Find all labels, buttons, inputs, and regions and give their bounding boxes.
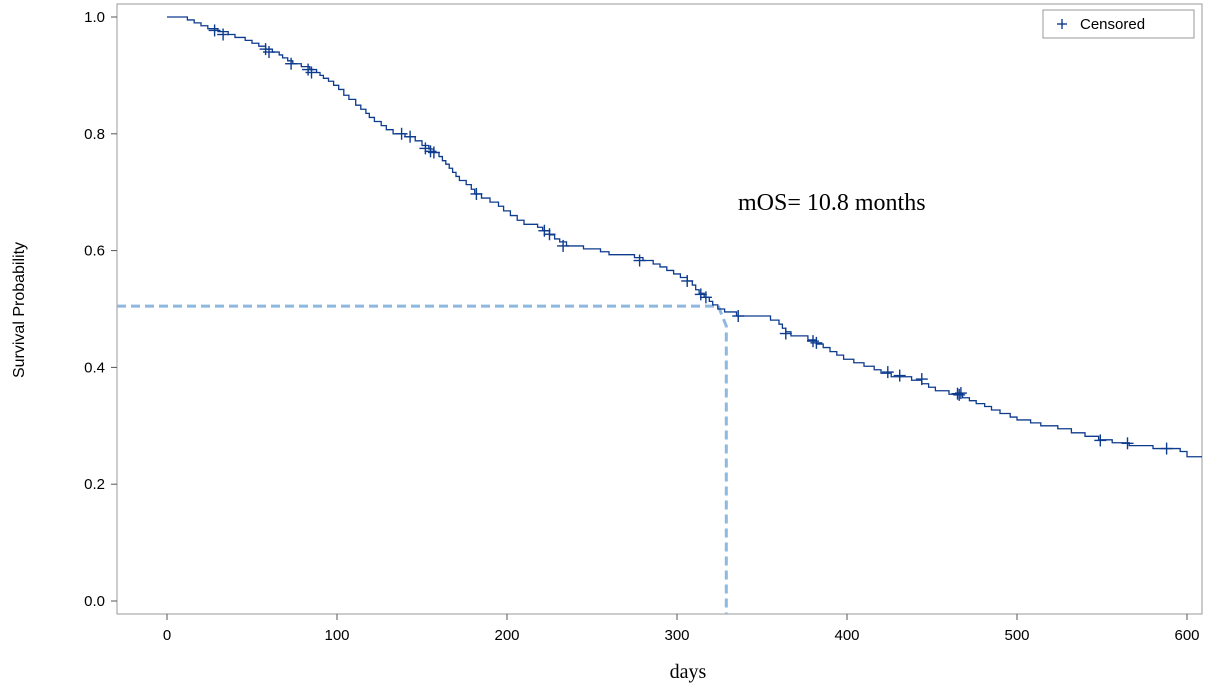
censored-marker: [285, 57, 298, 70]
censored-marker: [915, 373, 928, 386]
x-tick-label: 300: [664, 627, 689, 644]
censored-marker: [779, 327, 792, 340]
censored-marker: [543, 228, 556, 241]
x-axis-title: days: [670, 661, 707, 683]
x-tick-label: 500: [1004, 627, 1029, 644]
x-axis: 0 100 200 300 400 500 600: [163, 614, 1200, 644]
y-tick-label: 0.8: [84, 126, 105, 143]
censored-marker: [810, 336, 823, 349]
legend-censored-plus-icon: [1057, 19, 1067, 29]
censored-marker: [470, 187, 483, 200]
x-tick-label: 200: [494, 627, 519, 644]
censored-marker: [208, 24, 221, 37]
legend-box: [1042, 9, 1195, 39]
censored-marker: [404, 130, 417, 143]
censored-marker: [732, 310, 745, 323]
censored-marker: [633, 254, 646, 267]
y-tick-label: 0.2: [84, 476, 105, 493]
median-os-annotation: mOS= 10.8 months: [738, 190, 926, 216]
censored-markers: [208, 24, 1173, 455]
censored-marker: [1094, 434, 1107, 447]
censored-marker: [263, 46, 275, 59]
median-reference-lines: [117, 304, 728, 614]
censored-marker: [557, 239, 570, 252]
censored-marker: [881, 366, 894, 379]
censored-marker: [953, 388, 966, 401]
censored-marker: [694, 288, 707, 301]
censored-marker: [427, 146, 440, 159]
censored-marker: [954, 387, 967, 400]
censored-marker: [699, 291, 712, 304]
plot-frame: [116, 3, 1203, 615]
censored-marker: [305, 66, 318, 79]
legend: Censored: [1042, 9, 1195, 39]
x-tick-label: 400: [834, 627, 859, 644]
y-tick-label: 0.4: [84, 359, 105, 376]
y-axis: 0.0 0.2 0.4 0.6 0.8 1.0: [84, 9, 117, 610]
censored-marker: [1121, 437, 1134, 450]
censored-marker: [419, 142, 432, 155]
censored-marker: [893, 369, 906, 382]
y-axis-title: Survival Probability: [11, 242, 28, 378]
y-tick-label: 0.0: [84, 593, 105, 610]
y-tick-label: 0.6: [84, 243, 105, 260]
x-tick-label: 0: [163, 627, 171, 644]
x-tick-label: 600: [1174, 627, 1199, 644]
x-tick-label: 100: [324, 627, 349, 644]
censored-marker: [681, 274, 694, 287]
legend-label-censored: Censored: [1080, 16, 1145, 33]
median-vertical-line: [716, 305, 728, 614]
y-tick-label: 1.0: [84, 9, 105, 26]
censored-marker: [217, 28, 230, 41]
censored-marker: [1160, 442, 1173, 455]
censored-marker: [395, 127, 408, 140]
